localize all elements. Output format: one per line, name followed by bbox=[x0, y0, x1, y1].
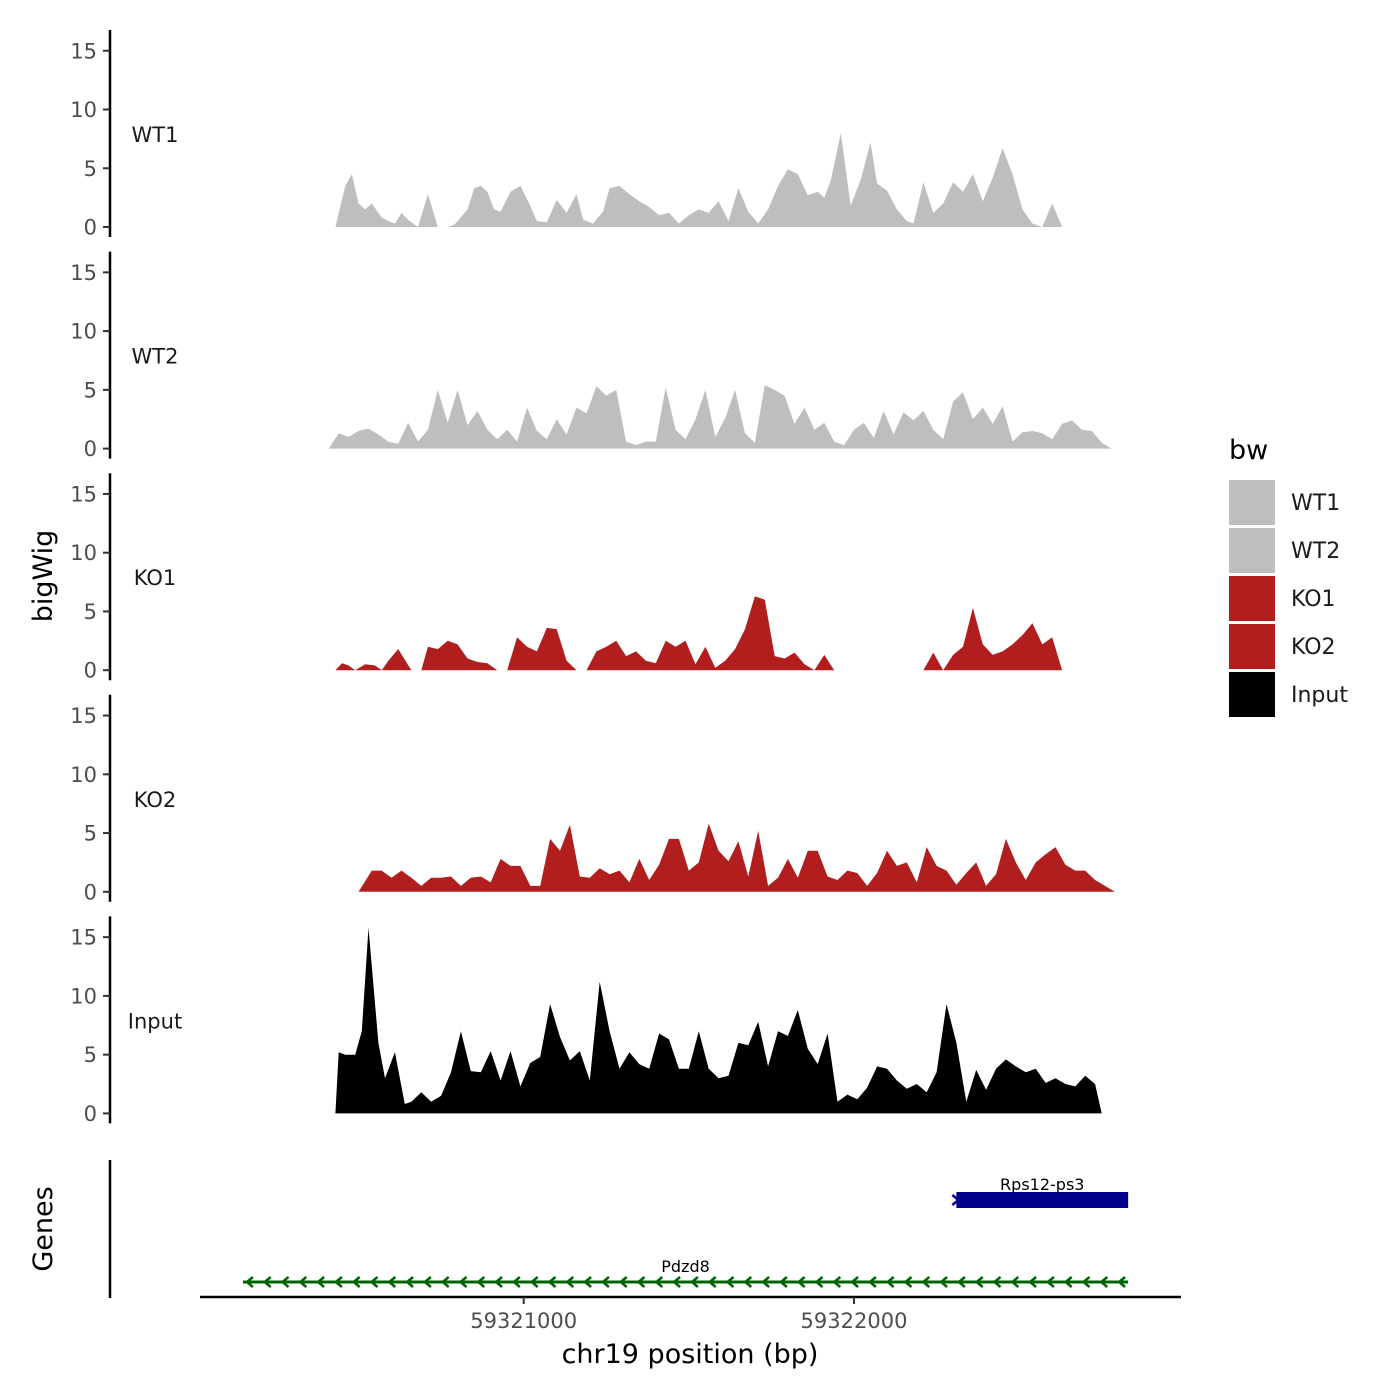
legend-label-wt2: WT2 bbox=[1291, 539, 1340, 564]
track-ko2: 0 5 10 15 KO2 bbox=[70, 694, 1115, 904]
y-tick-label-ko1-15: 15 bbox=[70, 482, 97, 506]
x-tick-label-59322000: 59322000 bbox=[801, 1309, 908, 1333]
y-tick-label-input-10: 10 bbox=[70, 984, 97, 1008]
y-tick-label-input-15: 15 bbox=[70, 926, 97, 950]
y-tick-label-wt1-10: 10 bbox=[70, 98, 97, 122]
y-tick-label-ko2-15: 15 bbox=[70, 704, 97, 728]
y-tick-label-ko1-5: 5 bbox=[84, 600, 97, 624]
track-wt1: 0 5 10 15 WT1 bbox=[70, 30, 1102, 240]
genes-axis-title: Genes bbox=[28, 1186, 59, 1271]
signal-area-input bbox=[335, 927, 1102, 1114]
y-tick-label-input-0: 0 bbox=[84, 1102, 97, 1126]
y-tick-label-ko2-0: 0 bbox=[84, 880, 97, 904]
x-axis-title: chr19 position (bp) bbox=[562, 1339, 819, 1370]
y-tick-label-wt2-5: 5 bbox=[84, 378, 97, 402]
signal-tracks: 0 5 10 15 WT1 0 5 10 15 WT2 0 5 10 15 KO1 0 5 10 15 KO2 0 5 10… bbox=[70, 30, 1115, 1126]
y-tick-label-wt2-0: 0 bbox=[84, 437, 97, 461]
legend-swatch-wt2 bbox=[1229, 528, 1275, 573]
track-wt2: 0 5 10 15 WT2 bbox=[70, 251, 1112, 461]
track-label-ko1: KO1 bbox=[134, 566, 177, 590]
track-label-input: Input bbox=[128, 1009, 182, 1033]
signal-area-ko2 bbox=[358, 823, 1115, 892]
x-tick-label-59321000: 59321000 bbox=[470, 1309, 577, 1333]
gene-pdzd8: Pdzd8 bbox=[242, 1257, 1129, 1288]
track-label-ko2: KO2 bbox=[134, 788, 177, 812]
legend-swatch-ko1 bbox=[1229, 576, 1275, 621]
legend-label-wt1: WT1 bbox=[1291, 491, 1340, 516]
y-tick-label-ko2-5: 5 bbox=[84, 822, 97, 846]
gene-strand-arrow-rps12-ps3 bbox=[951, 1194, 961, 1206]
signal-area-ko1 bbox=[335, 596, 1102, 671]
gene-strand-arrows-pdzd8 bbox=[244, 1276, 1126, 1288]
track-label-wt1: WT1 bbox=[132, 123, 179, 147]
signal-area-wt1 bbox=[335, 133, 1102, 227]
y-tick-label-wt2-15: 15 bbox=[70, 261, 97, 285]
y-tick-label-wt2-10: 10 bbox=[70, 320, 97, 344]
legend-label-input: Input bbox=[1291, 683, 1348, 708]
x-axis: 59321000 59322000 bbox=[200, 1295, 1181, 1333]
legend-swatch-ko2 bbox=[1229, 624, 1275, 669]
track-label-wt2: WT2 bbox=[132, 345, 179, 369]
legend-title: bw bbox=[1229, 435, 1268, 466]
legend-swatch-input bbox=[1229, 672, 1275, 717]
legend-swatch-wt1 bbox=[1229, 480, 1275, 525]
y-tick-label-wt1-0: 0 bbox=[84, 216, 97, 240]
y-axis-title: bigWig bbox=[28, 530, 59, 623]
signal-area-wt2 bbox=[328, 385, 1112, 449]
track-ko1: 0 5 10 15 KO1 bbox=[70, 473, 1102, 683]
y-tick-label-ko1-10: 10 bbox=[70, 541, 97, 565]
gene-label-rps12-ps3: Rps12-ps3 bbox=[1000, 1175, 1084, 1194]
legend-label-ko1: KO1 bbox=[1291, 587, 1336, 612]
y-tick-label-ko2-10: 10 bbox=[70, 763, 97, 787]
y-tick-label-wt1-5: 5 bbox=[84, 157, 97, 181]
y-tick-label-wt1-15: 15 bbox=[70, 39, 97, 63]
legend-label-ko2: KO2 bbox=[1291, 635, 1336, 660]
track-input: 0 5 10 15 Input bbox=[70, 916, 1102, 1126]
y-tick-label-input-5: 5 bbox=[84, 1043, 97, 1067]
gene-annotation-track: Pdzd8 Rps12-ps3 bbox=[108, 1160, 1129, 1298]
gene-label-pdzd8: Pdzd8 bbox=[661, 1257, 710, 1276]
gene-rps12-ps3: Rps12-ps3 bbox=[951, 1175, 1129, 1208]
y-tick-label-ko1-0: 0 bbox=[84, 659, 97, 683]
gene-exon-rps12-ps3 bbox=[956, 1192, 1129, 1208]
legend: bw WT1 WT2 KO1 KO2 Input bbox=[1229, 435, 1348, 717]
